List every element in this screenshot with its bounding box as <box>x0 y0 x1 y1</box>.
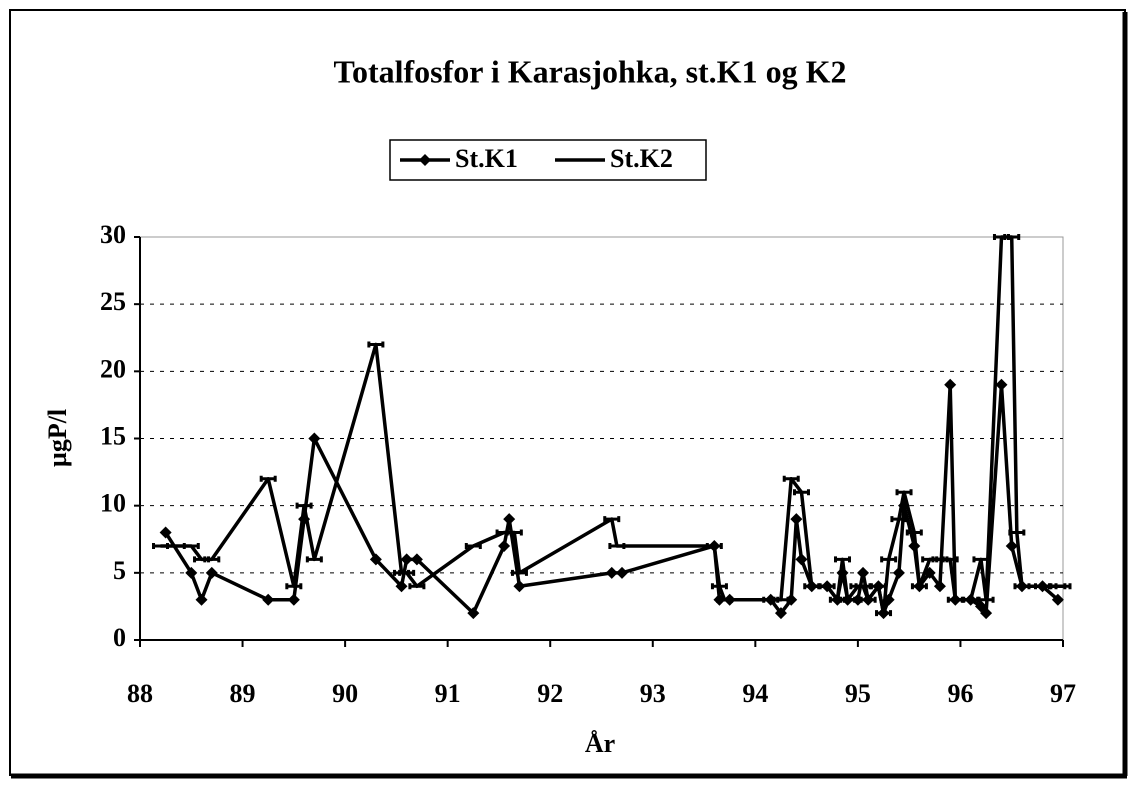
point <box>710 583 728 590</box>
point <box>941 556 959 563</box>
point <box>890 516 908 523</box>
x-tick-label: 93 <box>640 679 666 708</box>
point <box>1008 529 1026 536</box>
point <box>977 596 995 603</box>
x-tick-label: 94 <box>742 679 768 708</box>
point <box>464 542 482 549</box>
point <box>203 556 221 563</box>
x-tick-label: 91 <box>435 679 461 708</box>
point <box>205 566 218 579</box>
y-tick-label: 10 <box>100 489 126 518</box>
x-axis-label: År <box>585 729 615 758</box>
point <box>980 607 993 620</box>
point <box>367 341 385 348</box>
point <box>880 556 898 563</box>
point <box>772 596 790 603</box>
point <box>605 566 618 579</box>
point <box>410 553 423 566</box>
point <box>152 542 170 549</box>
point <box>818 583 836 590</box>
point <box>944 378 957 391</box>
point <box>995 378 1008 391</box>
point <box>395 580 408 593</box>
point <box>159 526 172 539</box>
legend-marker <box>419 154 431 166</box>
legend-label: St.K2 <box>610 144 673 173</box>
point <box>505 529 523 536</box>
x-tick-label: 92 <box>537 679 563 708</box>
legend-label: St.K1 <box>455 144 518 173</box>
point <box>834 556 852 563</box>
point <box>603 516 621 523</box>
point <box>774 607 787 620</box>
x-tick-label: 89 <box>230 679 256 708</box>
point <box>1013 583 1031 590</box>
point <box>933 580 946 593</box>
x-tick-label: 96 <box>947 679 973 708</box>
point <box>875 610 893 617</box>
chart-title: Totalfosfor i Karasjohka, st.K1 og K2 <box>334 53 847 89</box>
point <box>259 475 277 482</box>
point <box>892 566 905 579</box>
point <box>1003 234 1021 240</box>
x-tick-label: 97 <box>1050 679 1076 708</box>
point <box>792 489 810 496</box>
point <box>795 553 808 566</box>
point <box>287 593 300 606</box>
point <box>839 596 857 603</box>
point <box>369 553 382 566</box>
y-tick-label: 20 <box>100 354 126 383</box>
point <box>262 593 275 606</box>
y-tick-label: 5 <box>113 556 126 585</box>
point <box>182 542 200 549</box>
frame <box>9 9 1126 776</box>
y-tick-label: 0 <box>113 623 126 652</box>
point <box>705 542 723 549</box>
point <box>308 432 321 445</box>
point <box>857 566 870 579</box>
point <box>790 513 803 526</box>
point <box>716 596 734 603</box>
point <box>1051 593 1064 606</box>
point <box>467 607 480 620</box>
point <box>782 475 800 482</box>
series-line <box>160 235 1063 615</box>
point <box>895 489 913 496</box>
point <box>859 596 877 603</box>
x-tick-label: 90 <box>332 679 358 708</box>
x-tick-label: 88 <box>127 679 153 708</box>
point <box>869 583 887 590</box>
point <box>616 566 629 579</box>
y-tick-label: 25 <box>100 287 126 316</box>
point <box>513 580 526 593</box>
point <box>510 569 528 576</box>
point <box>295 502 313 509</box>
point <box>305 556 323 563</box>
y-tick-label: 15 <box>100 421 126 450</box>
point <box>195 593 208 606</box>
point <box>498 539 511 552</box>
point <box>905 529 923 536</box>
y-axis-label: µgP/l <box>43 409 72 467</box>
point <box>910 583 928 590</box>
point <box>503 513 516 526</box>
point <box>185 566 198 579</box>
point <box>408 583 426 590</box>
point <box>972 556 990 563</box>
point <box>398 569 416 576</box>
point <box>1005 539 1018 552</box>
point <box>608 542 626 549</box>
point <box>1054 583 1072 590</box>
x-tick-label: 95 <box>845 679 871 708</box>
y-tick-label: 30 <box>100 220 126 249</box>
point <box>285 583 303 590</box>
point <box>400 553 413 566</box>
